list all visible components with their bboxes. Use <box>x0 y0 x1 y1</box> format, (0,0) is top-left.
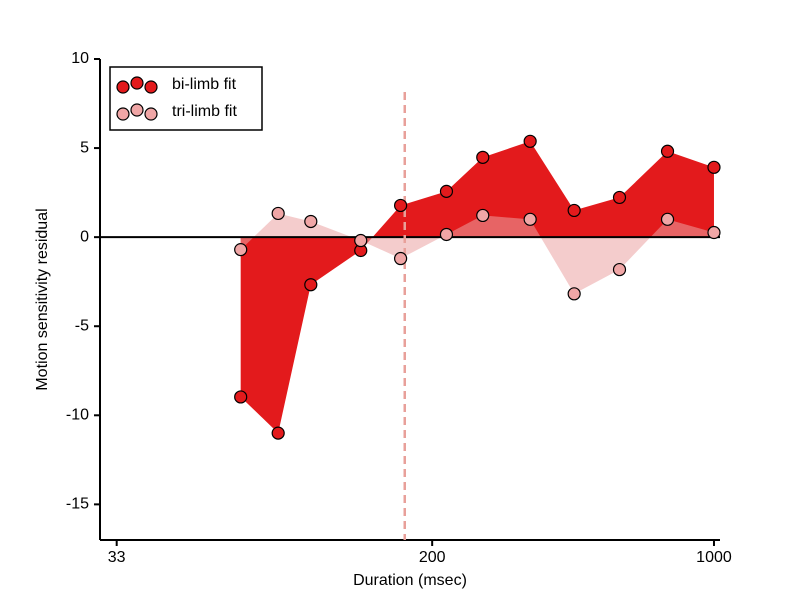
y-axis-label: Motion sensitivity residual <box>34 208 51 390</box>
point <box>354 233 368 248</box>
y-tick-label: 10 <box>71 50 89 67</box>
y-tick-label: -5 <box>75 317 89 334</box>
legend-marker <box>144 80 158 94</box>
legend-marker <box>116 80 130 94</box>
point <box>660 144 675 158</box>
x-axis-label: Duration (msec) <box>353 572 467 589</box>
y-tick-label: -10 <box>66 407 89 424</box>
point <box>660 212 675 226</box>
point <box>707 160 721 174</box>
area <box>240 141 714 434</box>
point <box>476 150 490 164</box>
legend-marker <box>130 76 144 90</box>
point <box>234 390 248 404</box>
point <box>304 214 318 229</box>
point <box>707 225 721 240</box>
x-tick-label: 1000 <box>696 549 732 566</box>
legend: bi-limb fit tri-limb fit <box>109 66 263 131</box>
point <box>271 206 285 221</box>
y-tick-label: 0 <box>80 228 89 245</box>
y-tick-label: 5 <box>80 139 89 156</box>
legend-marker <box>144 107 158 121</box>
point <box>567 287 581 301</box>
legend-label: tri-limb fit <box>172 103 237 120</box>
point <box>612 190 627 205</box>
x-tick-label: 33 <box>108 549 126 566</box>
legend-label: bi-limb fit <box>172 76 237 93</box>
legend-marker <box>116 107 130 121</box>
area <box>240 213 714 294</box>
point <box>234 243 248 257</box>
point <box>394 198 408 213</box>
x-tick-label: 200 <box>419 549 446 566</box>
point <box>394 251 408 266</box>
point <box>439 184 454 198</box>
point <box>523 134 537 148</box>
point <box>271 426 285 440</box>
point <box>439 227 454 242</box>
y-tick-label: -15 <box>66 496 89 513</box>
point <box>476 208 490 223</box>
point <box>523 212 537 226</box>
point <box>612 262 627 277</box>
point <box>567 203 581 218</box>
point <box>304 278 318 292</box>
legend-marker <box>130 103 144 117</box>
